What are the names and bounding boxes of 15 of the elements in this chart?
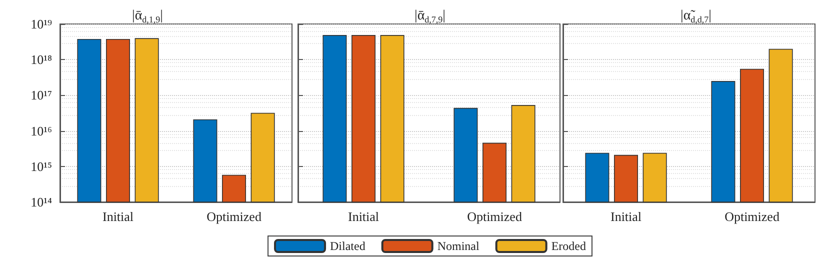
legend-label: Nominal (437, 239, 480, 253)
legend-label: Eroded (551, 239, 586, 253)
x-tick-label: Initial (348, 209, 380, 224)
y-tick-label: 10¹⁵ (30, 158, 52, 174)
y-tick-label: 10¹⁷ (30, 88, 52, 103)
y-tick-label: 10¹⁹ (30, 16, 52, 32)
x-tick-label: Optimized (724, 209, 780, 224)
x-tick-label: Optimized (206, 209, 262, 224)
y-tick-label: 10¹⁸ (30, 52, 52, 68)
x-tick-label: Optimized (467, 209, 522, 224)
y-tick-label: 10¹⁴ (30, 194, 52, 210)
x-tick-label: Initial (610, 209, 642, 224)
legend-label: Dilated (330, 239, 366, 253)
y-tick-label: 10¹⁶ (30, 123, 52, 138)
x-tick-label: Initial (102, 209, 134, 224)
